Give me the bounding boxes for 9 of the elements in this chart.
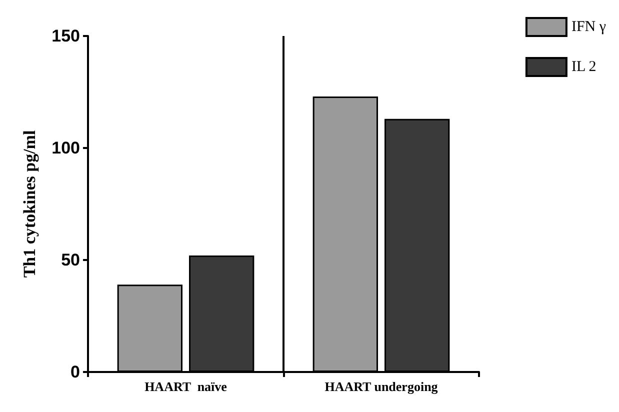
y-tick-label: 100 (52, 138, 80, 158)
x-tick-label: HAART naïve (144, 379, 228, 394)
legend-label: IL 2 (571, 59, 596, 75)
x-tick-label: HAART undergoing (324, 379, 438, 394)
y-axis-title: Th1 cytokines pg/ml (20, 130, 39, 278)
y-tick-label: 50 (61, 250, 80, 270)
y-tick-label: 0 (70, 362, 80, 382)
y-tick-label: 150 (52, 26, 80, 46)
legend-label: IFN γ (571, 19, 606, 35)
